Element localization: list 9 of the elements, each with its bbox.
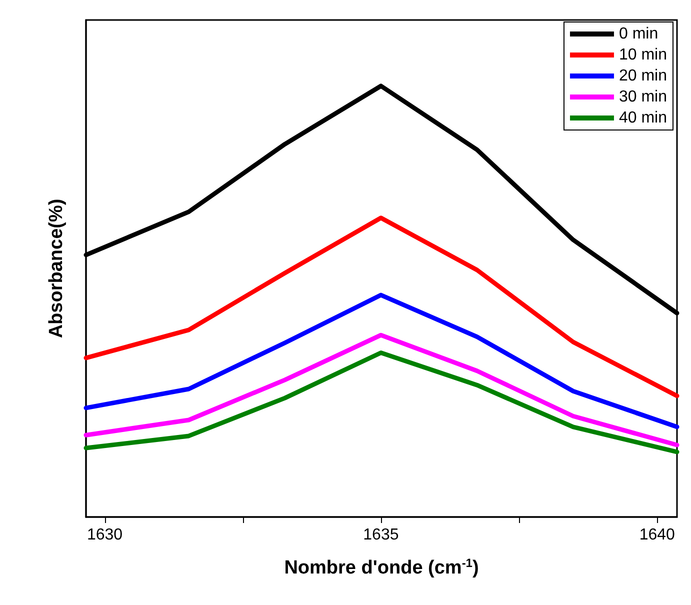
x-tick-label: 1640 [639,526,676,544]
legend-label: 40 min [618,110,668,126]
x-tick-label: 1630 [86,526,123,544]
legend-label: 10 min [618,46,668,64]
legend-label: 20 min [618,68,668,84]
y-axis-title: Absorbance(%) [46,198,67,338]
x-tick-label: 1635 [363,526,399,544]
legend-label: 0 min [618,26,658,42]
legend-label: 30 min [618,88,668,106]
